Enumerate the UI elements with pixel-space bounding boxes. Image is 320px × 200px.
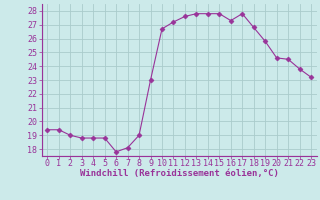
X-axis label: Windchill (Refroidissement éolien,°C): Windchill (Refroidissement éolien,°C): [80, 169, 279, 178]
